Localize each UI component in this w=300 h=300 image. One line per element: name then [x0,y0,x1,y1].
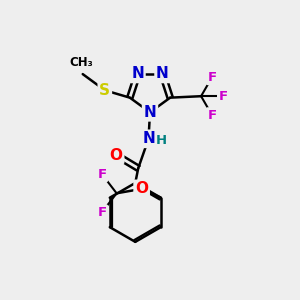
Text: F: F [219,90,228,103]
Text: O: O [135,182,148,196]
Text: F: F [97,206,106,219]
Text: O: O [110,148,123,163]
Text: N: N [144,105,156,120]
Text: N: N [142,131,155,146]
Text: F: F [97,168,106,181]
Text: F: F [208,109,217,122]
Text: H: H [156,134,167,147]
Text: CH₃: CH₃ [69,56,93,69]
Text: N: N [131,67,144,82]
Text: F: F [208,70,217,84]
Text: N: N [156,67,169,82]
Text: S: S [99,83,110,98]
